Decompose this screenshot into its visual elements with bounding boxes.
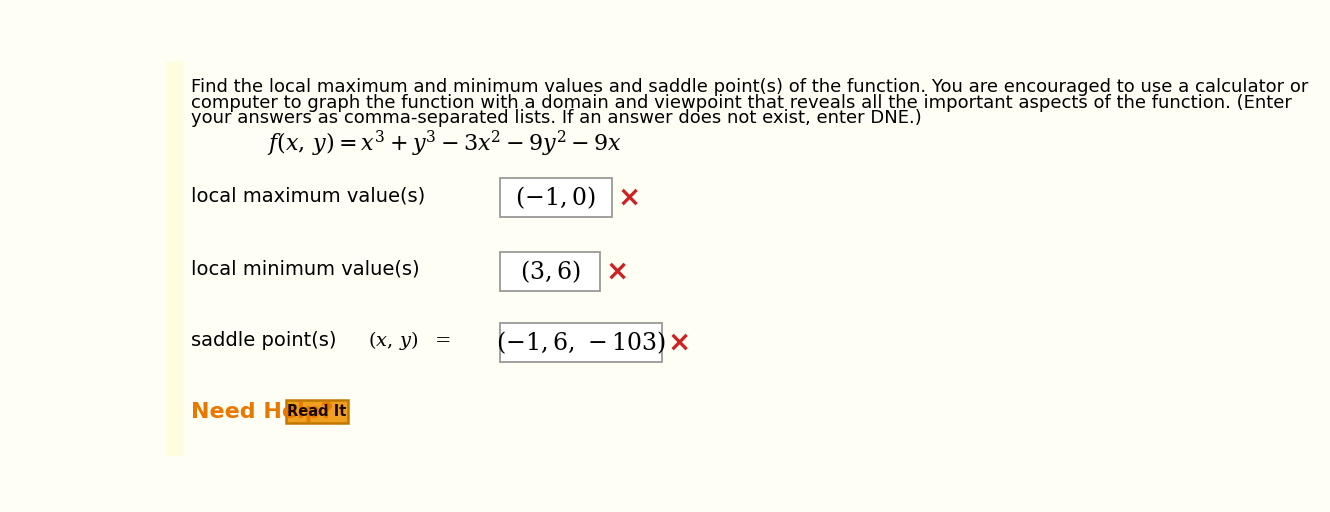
Text: your answers as comma-separated lists. If an answer does not exist, enter DNE.): your answers as comma-separated lists. I… <box>192 109 922 127</box>
Text: saddle point(s): saddle point(s) <box>192 331 336 350</box>
Text: local maximum value(s): local maximum value(s) <box>192 187 426 206</box>
Text: $\mathit{f}(x,\, y) = x^3 + y^3 - 3x^2 - 9y^2 - 9x$: $\mathit{f}(x,\, y) = x^3 + y^3 - 3x^2 -… <box>267 129 622 159</box>
Text: ×: × <box>605 258 629 286</box>
Text: $(x,\, y)$  $=$: $(x,\, y)$ $=$ <box>368 329 451 352</box>
Text: Find the local maximum and minimum values and saddle point(s) of the function. Y: Find the local maximum and minimum value… <box>192 78 1309 96</box>
Bar <box>500 323 662 362</box>
Text: $(3,6)$: $(3,6)$ <box>520 259 580 285</box>
Text: $(-1,0)$: $(-1,0)$ <box>516 184 596 211</box>
Text: ×: × <box>668 329 690 356</box>
Text: computer to graph the function with a domain and viewpoint that reveals all the : computer to graph the function with a do… <box>192 94 1291 112</box>
Text: Need Help?: Need Help? <box>192 402 334 422</box>
Bar <box>500 179 612 217</box>
Text: Read It: Read It <box>287 404 346 419</box>
FancyBboxPatch shape <box>286 400 347 423</box>
Text: local minimum value(s): local minimum value(s) <box>192 260 420 279</box>
Bar <box>166 61 184 456</box>
Bar <box>500 252 600 291</box>
Text: ×: × <box>617 184 641 212</box>
Text: $(-1,6,\,-103)$: $(-1,6,\,-103)$ <box>496 329 666 356</box>
